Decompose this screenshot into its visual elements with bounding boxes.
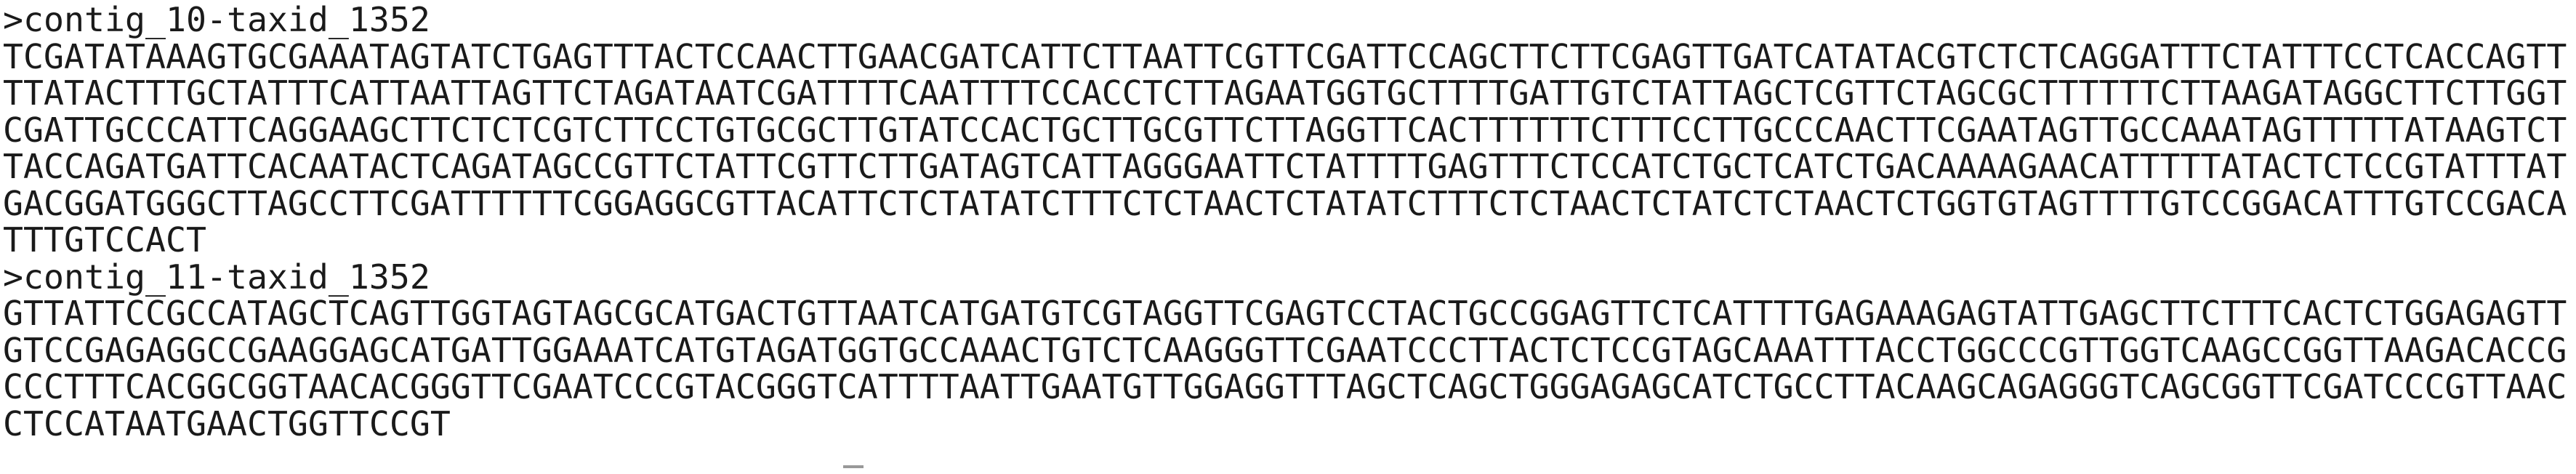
terminal-line: TCGATATAAAGTGCGAAATAGTATCTGAGTTTACTCCAAC… bbox=[3, 36, 2567, 76]
terminal-line: >contig_10-taxid_1352 bbox=[3, 0, 430, 39]
terminal-line: GTTATTCCGCCATAGCTCAGTTGGTAGTAGCGCATGACTG… bbox=[3, 294, 2567, 333]
cursor bbox=[843, 465, 864, 468]
terminal-line: TTTGTCCACT bbox=[3, 220, 206, 260]
terminal-line: >contig_11-taxid_1352 bbox=[3, 257, 430, 297]
terminal-line: CCCTTTCACGGCGGTAACACGGGTTCGAATCCCGTACGGG… bbox=[3, 367, 2567, 406]
terminal-line: TTATACTTTGCTATTTCATTAATTAGTTCTAGATAATCGA… bbox=[3, 73, 2567, 113]
terminal-line: CGATTGCCCATTCAGGAAGCTTCTCTCGTCTTCCTGTGCG… bbox=[3, 110, 2567, 150]
terminal-line: CTCCATAATGAACTGGTTCCGT bbox=[3, 403, 451, 443]
terminal-line: GACGGATGGGCTTAGCCTTCGATTTTTTCGGAGGCGTTAC… bbox=[3, 183, 2567, 223]
terminal-line: GTCCGAGAGGCCGAAGGAGCATGATTGGAAATCATGTAGA… bbox=[3, 330, 2567, 370]
terminal-line: TACCAGATGATTCACAATACTCAGATAGCCGTTCTATTCG… bbox=[3, 147, 2567, 186]
